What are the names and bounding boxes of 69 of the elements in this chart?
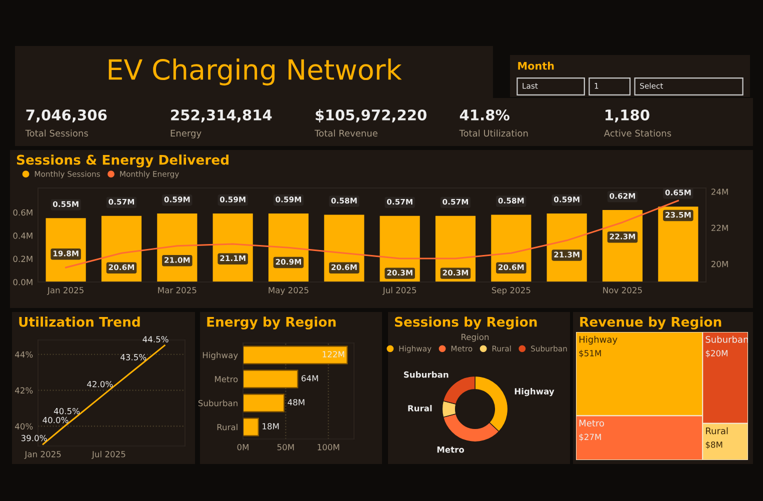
y-tick-label: 44% <box>15 351 33 358</box>
category-label: Highway <box>579 336 618 345</box>
data-label: 64M <box>302 375 318 382</box>
text: Total Revenue <box>314 130 378 137</box>
x-tick-label: Sep 2025 <box>492 287 530 295</box>
slice-label: Suburban <box>404 371 448 378</box>
x-tick-label: Jul 2025 <box>382 286 416 295</box>
chart-title: Sessions & Energy Delivered <box>16 154 228 168</box>
y-tick-label: Suburban <box>198 400 238 406</box>
data-label: 39.0% <box>21 434 47 442</box>
category-label: Metro <box>579 420 604 427</box>
chart-title: Sessions by Region <box>394 316 537 330</box>
text: Energy <box>170 130 202 138</box>
y2-tick-label: 20M <box>711 260 728 268</box>
data-label: $51M <box>579 350 601 358</box>
x-tick-label: 100M <box>318 444 340 450</box>
data-label: 18M <box>262 423 279 430</box>
y-tick-label: 0.6M <box>13 209 32 216</box>
y-tick-label: 42% <box>15 387 33 394</box>
slice-label: Highway <box>514 388 554 396</box>
slice-label: Rural <box>408 404 432 412</box>
data-label: 40.5% <box>54 408 80 414</box>
y-tick-label: 0.4M <box>13 232 32 239</box>
data-label: $20M <box>706 350 728 358</box>
x-tick-label: Jan 2025 <box>24 451 61 459</box>
text: Total Sessions <box>25 130 88 137</box>
bar <box>658 206 698 282</box>
text: 1,180 <box>606 109 650 122</box>
text: Month <box>518 62 554 70</box>
data-label: 40.0% <box>42 416 68 424</box>
bar <box>243 370 298 388</box>
y2-tick-label: 24M <box>711 188 728 195</box>
text: Total Utilization <box>459 130 528 137</box>
x-tick-label: 50M <box>277 444 294 450</box>
y-tick-label: Metro <box>215 376 238 382</box>
y-tick-label: 0.0M <box>13 278 32 286</box>
chart-title: Energy by Region <box>207 316 336 330</box>
chart-title: Utilization Trend <box>19 316 140 327</box>
data-label: 44.5% <box>142 336 168 342</box>
data-label: 43.5% <box>120 354 146 360</box>
y-tick-label: 40% <box>15 423 33 430</box>
x-tick-label: 0M <box>237 444 248 450</box>
data-label: 42.0% <box>87 381 113 388</box>
data-label: $27M <box>579 434 601 442</box>
legend-title: Region <box>462 334 489 342</box>
slice-label: Metro <box>437 446 464 453</box>
x-tick-label: May 2025 <box>268 287 308 295</box>
category-label: Rural <box>706 427 728 434</box>
data-label: $8M <box>706 441 722 449</box>
text: Revenue by Region <box>580 316 722 330</box>
x-tick-label: Nov 2025 <box>603 287 642 294</box>
x-tick-label: Jul 2025 <box>92 450 126 459</box>
text: EV Charging Network <box>108 58 402 86</box>
text: 7,046,306 <box>26 109 107 122</box>
bar <box>243 394 285 412</box>
data-label: 122M <box>322 351 344 358</box>
x-tick-label: Jan 2025 <box>47 287 84 295</box>
y-tick-label: 0.2M <box>13 256 32 262</box>
y-tick-label: Rural <box>217 424 238 430</box>
data-label: 48M <box>288 399 304 406</box>
bar <box>243 346 348 364</box>
text: 41.8% <box>460 109 510 120</box>
y2-tick-label: 22M <box>711 224 728 231</box>
bar <box>243 418 259 436</box>
text: Active Stations <box>604 130 672 137</box>
y-tick-label: Highway <box>202 352 238 360</box>
text: 252,314,814 <box>171 109 272 122</box>
x-tick-label: Mar 2025 <box>158 287 196 294</box>
text: $105,972,220 <box>316 109 426 122</box>
